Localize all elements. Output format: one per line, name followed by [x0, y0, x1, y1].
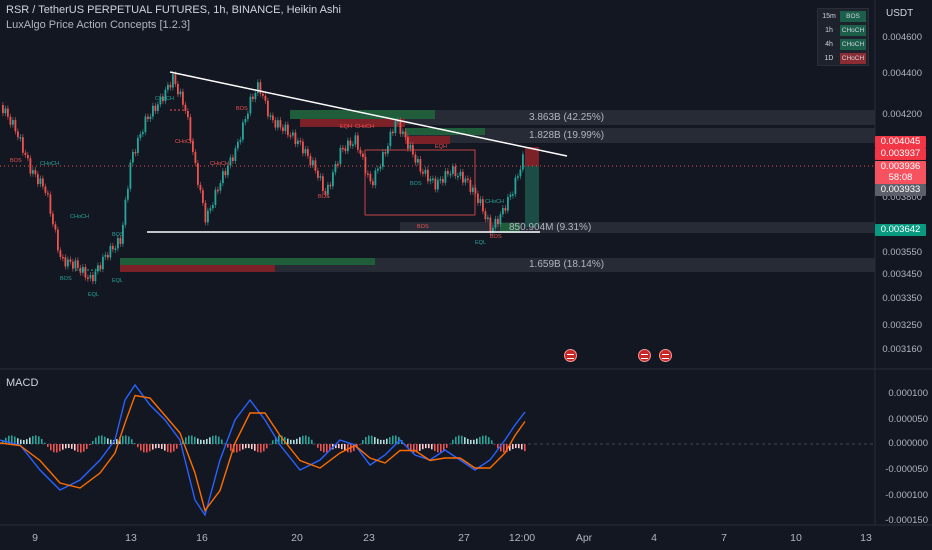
smc-label: EQH — [435, 144, 447, 150]
price-tag-1: 0.004045 — [875, 136, 926, 148]
smc-label: BOS — [417, 224, 429, 230]
position-box-loss — [525, 147, 539, 166]
signal-line — [0, 394, 526, 513]
smc-label: EQL — [88, 292, 99, 298]
smc-label: BOS — [318, 194, 330, 200]
mtf-tf-1h: 1h — [825, 26, 833, 34]
date-label: 13 — [860, 532, 872, 544]
zone-1 — [405, 110, 875, 125]
zone-3 — [400, 222, 875, 233]
price-tag-current: 0.003936 — [875, 161, 926, 173]
price-axis-label: 0.004200 — [882, 109, 922, 120]
price-axis-label: 0.003160 — [882, 344, 922, 355]
macd-axis-label: 0.000100 — [888, 388, 928, 399]
price-axis-label: 0.003450 — [882, 269, 922, 280]
price-axis-label: 0.003550 — [882, 247, 922, 258]
price-axis-label: 0.004400 — [882, 68, 922, 79]
chart-title[interactable]: RSR / TetherUS PERPETUAL FUTURES, 1h, BI… — [6, 4, 341, 16]
heikin-ashi-candles — [2, 71, 524, 285]
smc-label: EQL — [112, 278, 123, 284]
economic-event-icon[interactable] — [659, 349, 672, 362]
mtf-signal-4h: CHoCH — [840, 38, 866, 50]
zone-label-3: 850.904M (9.31%) — [509, 222, 592, 233]
ob-red — [405, 136, 450, 144]
date-label: 4 — [651, 532, 657, 544]
date-label: 9 — [32, 532, 38, 544]
date-label: Apr — [575, 532, 593, 544]
smc-label: BOS — [490, 234, 502, 240]
macd-axis-label: 0.000050 — [888, 414, 928, 425]
supply-zone-green — [290, 110, 435, 119]
position-box-profit — [525, 166, 539, 227]
ob-green — [405, 128, 485, 135]
smc-label: CHoCH — [485, 199, 504, 205]
zone-label-2: 1.828B (19.99%) — [529, 130, 605, 141]
macd-title[interactable]: MACD — [6, 377, 39, 389]
macd-axis-label: -0.000150 — [885, 515, 928, 526]
smc-label: BOS — [60, 276, 72, 282]
currency-label: USDT — [886, 8, 914, 19]
demand-zone-green — [120, 258, 375, 265]
mtf-tf-1d: 1D — [824, 54, 834, 62]
price-tag-3: 0.003933 — [875, 184, 926, 196]
date-label: 13 — [125, 532, 137, 544]
price-axis-label: 0.003800 — [882, 192, 922, 203]
smc-label: CHoCH — [155, 96, 174, 102]
smc-label: CHoCH — [40, 161, 59, 167]
macd-axis-label: -0.000050 — [885, 464, 928, 475]
mtf-signal-1h: CHoCH — [840, 24, 866, 36]
supply-zone-red — [300, 119, 405, 127]
smc-label: CHoCH — [355, 124, 374, 130]
mtf-signal-1d: CHoCH — [840, 52, 866, 64]
macd-axis-label: -0.000100 — [885, 490, 928, 501]
smc-label: EQL — [475, 240, 486, 246]
smc-label: CHoCH — [70, 214, 89, 220]
mtf-dashboard: 15m BOS 1h CHoCH 4h CHoCH 1D CHoCH — [817, 8, 869, 66]
smc-label: BOS — [10, 158, 22, 164]
price-tag-4: 0.003642 — [875, 224, 926, 236]
date-label: 27 — [458, 532, 470, 544]
mtf-tf-4h: 4h — [825, 40, 833, 48]
smc-label: EQH — [340, 124, 352, 130]
zone-2 — [405, 128, 875, 143]
date-label: 10 — [790, 532, 802, 544]
macd-axis-label: 0.000000 — [888, 438, 928, 449]
indicator-name[interactable]: LuxAlgo Price Action Concepts [1.2.3] — [6, 19, 191, 31]
date-label: 23 — [363, 532, 375, 544]
mtf-tf-15m: 15m — [822, 12, 836, 20]
liquidity-zones — [120, 110, 875, 272]
macd-line — [0, 383, 526, 517]
economic-event-icon[interactable] — [564, 349, 577, 362]
date-label: 16 — [196, 532, 208, 544]
zone-label-1: 3.863B (42.25%) — [529, 112, 605, 123]
smc-label: BOS — [236, 106, 248, 112]
price-tag-2: 0.003937 — [875, 148, 926, 160]
date-label: 12:00 — [508, 532, 536, 544]
smc-label: BOS — [410, 181, 422, 187]
price-axis-label: 0.003250 — [882, 320, 922, 331]
smc-label: CHoCH — [210, 161, 229, 167]
date-label: 7 — [721, 532, 727, 544]
zone-label-4: 1.659B (18.14%) — [529, 259, 605, 270]
candle-countdown: 58:08 — [875, 172, 926, 184]
date-label: 20 — [291, 532, 303, 544]
smc-label: CHoCH — [175, 139, 194, 145]
mtf-signal-15m: BOS — [840, 10, 866, 22]
price-axis-label: 0.003350 — [882, 293, 922, 304]
demand-zone-red — [120, 265, 275, 272]
economic-event-icon[interactable] — [638, 349, 651, 362]
smc-label: BOS — [112, 232, 124, 238]
price-axis-label: 0.004600 — [882, 32, 922, 43]
descending-trendline — [169, 71, 568, 157]
